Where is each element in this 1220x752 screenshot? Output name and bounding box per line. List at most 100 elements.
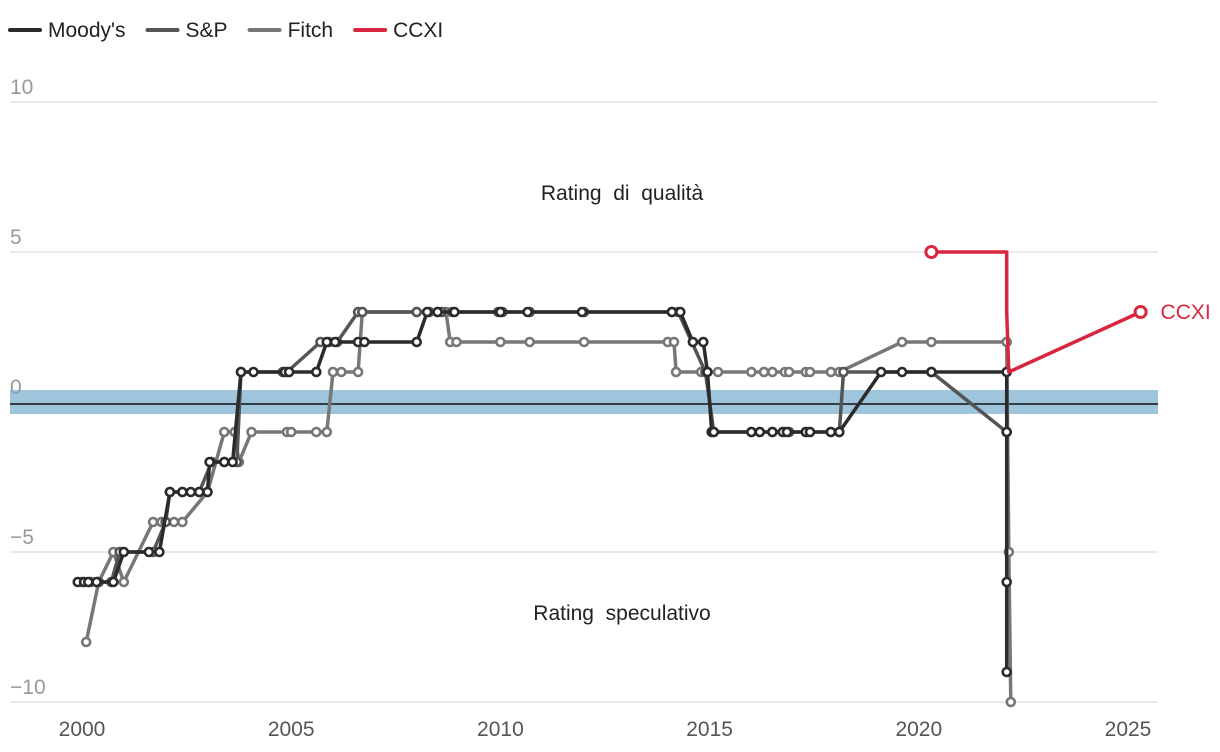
series-fitch — [80, 306, 1017, 708]
y-tick-label: −5 — [10, 526, 34, 549]
data-point-moody-s — [202, 486, 213, 498]
data-point-moody-s — [833, 426, 845, 438]
data-point-moody-s — [329, 336, 341, 348]
data-point-moody-s — [83, 576, 94, 588]
data-point-moody-s — [118, 546, 130, 558]
data-point-s-p — [356, 306, 368, 318]
legend-item-fitch: Fitch — [247, 19, 334, 42]
legend-item-s-p: S&P — [145, 19, 228, 42]
data-point-ccxi — [1133, 305, 1148, 319]
data-point-fitch — [758, 366, 770, 378]
data-point-moody-s — [204, 456, 215, 468]
data-point-fitch — [168, 516, 180, 528]
y-axis-ticks: 10 5 0 −5 −10 — [10, 76, 46, 699]
data-point-moody-s — [411, 336, 423, 348]
series-ccxi — [924, 245, 1148, 374]
data-point-moody-s — [522, 306, 533, 318]
data-point-moody-s — [697, 336, 709, 348]
data-point-moody-s — [576, 306, 588, 318]
data-point-fitch — [147, 516, 159, 528]
data-point-fitch — [896, 336, 908, 348]
x-tick-label: 2005 — [268, 718, 315, 741]
x-tick-label: 2020 — [895, 718, 942, 741]
data-point-moody-s — [708, 426, 720, 438]
data-point-moody-s — [154, 546, 165, 558]
data-point-moody-s — [359, 336, 370, 348]
data-point-moody-s — [767, 426, 778, 438]
data-point-fitch — [783, 366, 795, 378]
zone-label-lower: Rating speculativo — [533, 602, 710, 625]
legend-label: CCXI — [393, 19, 443, 42]
data-point-moody-s — [248, 366, 259, 378]
data-point-moody-s — [666, 306, 678, 318]
data-point-moody-s — [687, 336, 699, 348]
data-point-moody-s — [781, 426, 793, 438]
data-point-fitch — [327, 366, 339, 378]
data-point-fitch — [1005, 696, 1017, 708]
data-point-fitch — [310, 426, 322, 438]
series-moody-s — [72, 306, 1013, 678]
data-point-moody-s — [91, 576, 102, 588]
x-axis-ticks: 2000 2005 2010 2015 2020 2025 — [59, 718, 1152, 741]
data-point-moody-s — [746, 426, 757, 438]
data-point-moody-s — [1001, 576, 1013, 588]
data-point-moody-s — [1001, 426, 1013, 438]
data-point-moody-s — [432, 306, 443, 318]
data-point-moody-s — [449, 306, 460, 318]
y-tick-label: 5 — [10, 226, 22, 249]
data-point-fitch — [80, 636, 92, 648]
data-point-fitch — [670, 366, 682, 378]
series-line-ccxi — [929, 250, 1143, 374]
threshold-band — [10, 390, 1158, 414]
data-point-fitch — [219, 426, 230, 438]
data-point-fitch — [177, 516, 188, 528]
data-point-moody-s — [804, 426, 816, 438]
data-point-moody-s — [674, 306, 686, 318]
data-point-fitch — [926, 336, 937, 348]
data-point-moody-s — [283, 366, 295, 378]
data-point-fitch — [495, 336, 506, 348]
data-point-moody-s — [702, 366, 713, 378]
legend-label: Fitch — [288, 19, 334, 42]
data-point-moody-s — [754, 426, 766, 438]
data-point-s-p — [411, 306, 423, 318]
legend-item-moody-s: Moody's — [8, 19, 126, 42]
data-point-moody-s — [108, 576, 119, 588]
data-point-fitch — [451, 336, 462, 348]
x-tick-label: 2025 — [1105, 718, 1152, 741]
data-point-moody-s — [193, 486, 205, 498]
data-point-fitch — [578, 336, 590, 348]
data-point-moody-s — [219, 456, 230, 468]
legend-item-ccxi: CCXI — [353, 19, 443, 42]
data-point-moody-s — [926, 366, 937, 378]
data-point-fitch — [246, 426, 257, 438]
data-point-fitch — [767, 366, 778, 378]
data-point-moody-s — [495, 306, 506, 318]
data-point-moody-s — [143, 546, 155, 558]
data-point-fitch — [712, 366, 724, 378]
data-point-moody-s — [825, 426, 837, 438]
data-point-fitch — [336, 366, 347, 378]
y-tick-label: 10 — [10, 76, 33, 99]
data-point-moody-s — [235, 366, 247, 378]
series-end-label-ccxi: CCXI — [1161, 301, 1211, 324]
series-s-p — [76, 306, 1013, 588]
data-point-fitch — [352, 366, 364, 378]
data-point-fitch — [285, 426, 297, 438]
x-tick-label: 2015 — [686, 718, 733, 741]
data-point-fitch — [746, 366, 757, 378]
series-lines — [72, 245, 1148, 708]
data-point-moody-s — [185, 486, 197, 498]
zone-label-upper: Rating di qualità — [541, 182, 704, 205]
data-point-moody-s — [227, 456, 238, 468]
data-point-fitch — [118, 576, 130, 588]
data-point-moody-s — [321, 336, 333, 348]
data-point-moody-s — [875, 366, 887, 378]
data-point-moody-s — [1001, 666, 1013, 678]
data-point-fitch — [321, 426, 333, 438]
y-tick-label: 0 — [10, 376, 22, 399]
data-point-fitch — [804, 366, 816, 378]
data-point-moody-s — [421, 306, 433, 318]
data-point-moody-s — [896, 366, 908, 378]
